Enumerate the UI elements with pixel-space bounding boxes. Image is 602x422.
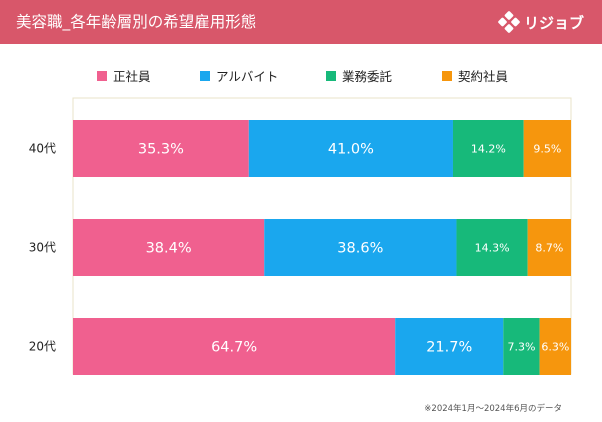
bar-segment-0-0: [73, 120, 249, 177]
category-label-2: 20代: [29, 340, 56, 354]
legend-label-0: 正社員: [113, 69, 151, 84]
data-label-0-2: 14.2%: [471, 143, 506, 156]
data-label-0-0: 35.3%: [138, 142, 184, 158]
page-title: 美容職_各年齢層別の希望雇用形態: [16, 13, 257, 31]
data-label-2-2: 7.3%: [507, 341, 535, 354]
bar-segment-2-2: [503, 318, 540, 375]
bar-segment-1-0: [73, 219, 265, 276]
bar-segment-1-2: [456, 219, 528, 276]
legend-item-1: アルバイト: [200, 66, 278, 85]
brand-name: リジョブ: [523, 13, 584, 32]
bar-segment-2-1: [395, 318, 504, 375]
brand-logo-icon: [498, 11, 520, 33]
bar-segment-0-1: [248, 120, 453, 177]
bar-segment-1-3: [527, 219, 571, 276]
bar-segment-0-2: [452, 120, 524, 177]
legend-swatch-1: [200, 70, 210, 81]
category-label-0: 40代: [29, 142, 56, 156]
bar-segment-1-1: [264, 219, 457, 276]
bar-segment-0-3: [523, 120, 571, 177]
legend-swatch-2: [326, 70, 336, 81]
legend-item-3: 契約社員: [442, 66, 508, 85]
data-label-0-3: 9.5%: [533, 143, 561, 156]
chart-legend: 正社員 アルバイト 業務委託 契約社員: [0, 66, 602, 86]
header-bar: 美容職_各年齢層別の希望雇用形態 リジョブ: [0, 0, 602, 44]
bar-segment-2-3: [539, 318, 571, 375]
data-label-1-3: 8.7%: [535, 242, 563, 255]
data-label-2-3: 6.3%: [541, 341, 569, 354]
legend-label-3: 契約社員: [458, 69, 509, 84]
bar-segment-2-0: [73, 318, 396, 375]
legend-label-1: アルバイト: [216, 69, 279, 84]
legend-swatch-0: [97, 70, 107, 81]
legend-label-2: 業務委託: [342, 69, 393, 84]
legend-item-0: 正社員: [97, 66, 151, 85]
category-label-1: 30代: [29, 241, 56, 255]
data-label-1-0: 38.4%: [146, 241, 192, 257]
legend-swatch-3: [442, 70, 452, 81]
data-label-1-2: 14.3%: [475, 242, 510, 255]
footnote: ※2024年1月～2024年6月のデータ: [424, 404, 562, 414]
legend-item-2: 業務委託: [326, 66, 392, 85]
brand-logo: リジョブ: [498, 9, 584, 35]
data-label-2-1: 21.7%: [426, 340, 472, 356]
data-label-0-1: 41.0%: [328, 142, 374, 158]
data-label-1-1: 38.6%: [337, 241, 383, 257]
data-label-2-0: 64.7%: [211, 340, 257, 356]
